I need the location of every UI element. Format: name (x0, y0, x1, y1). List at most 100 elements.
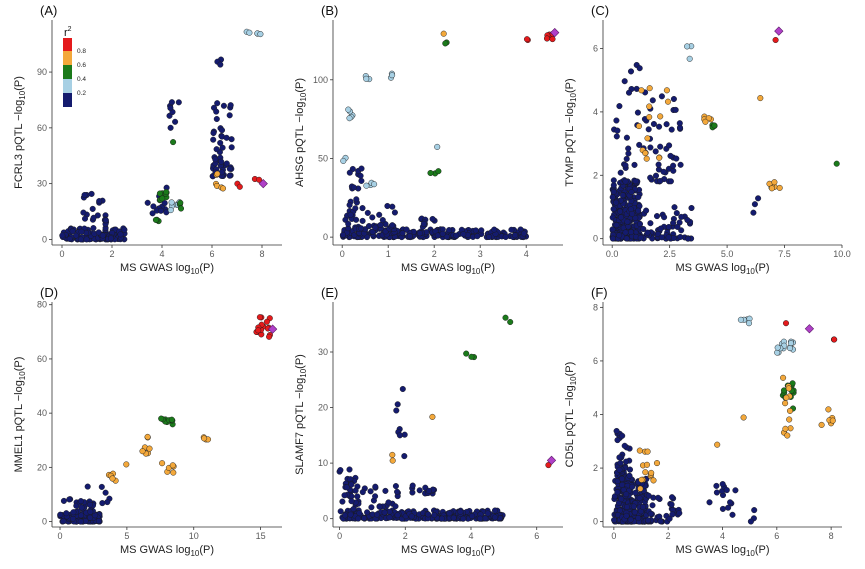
y-tick-label: 0 (42, 517, 47, 527)
data-point (714, 441, 721, 448)
data-point (228, 144, 235, 151)
data-point (618, 475, 626, 482)
data-point (59, 232, 66, 239)
data-point (666, 515, 673, 522)
data-point (236, 183, 243, 190)
legend-label-1: 0.6 (77, 62, 86, 69)
data-point (632, 214, 639, 221)
data-point (161, 200, 168, 207)
data-point (771, 179, 778, 186)
y-axis-title: CD5L pQTL −log10(P) (564, 362, 578, 468)
data-point (616, 232, 623, 239)
data-point (702, 118, 709, 125)
data-point (102, 489, 109, 496)
y-tick-label: 60 (37, 123, 47, 133)
data-point (177, 199, 184, 206)
x-tick-label: 0 (611, 531, 616, 541)
data-point (667, 178, 674, 185)
data-point (627, 516, 634, 523)
data-point (201, 435, 208, 442)
y-axis-title: AHSG pQTL −log10(P) (294, 78, 308, 187)
data-point (337, 508, 344, 515)
data-point (631, 161, 638, 168)
points (609, 36, 840, 242)
data-point (643, 207, 650, 214)
data-point (655, 161, 662, 168)
data-point (218, 127, 226, 134)
data-point (81, 191, 88, 199)
data-point (656, 154, 663, 161)
data-point (386, 508, 393, 515)
data-point (632, 178, 639, 185)
data-point (87, 508, 94, 515)
data-point (619, 481, 626, 488)
y-tick-label: 20 (37, 462, 47, 472)
x-axis-title: MS GWAS log10(P) (675, 544, 769, 558)
panel-label: (F) (591, 285, 608, 300)
data-point (757, 95, 764, 102)
lead-snp-marker (546, 455, 557, 465)
data-point (416, 230, 424, 237)
data-point (363, 75, 370, 82)
data-point (630, 503, 637, 510)
data-point (86, 501, 93, 508)
data-point (670, 234, 677, 242)
data-point (386, 514, 393, 521)
points (339, 30, 556, 241)
panel-label: (A) (40, 3, 57, 18)
data-point (446, 510, 453, 517)
data-point (678, 227, 685, 234)
data-point (747, 518, 754, 525)
data-point (502, 233, 509, 241)
data-point (661, 214, 668, 221)
data-point (647, 220, 654, 227)
data-point (625, 89, 633, 96)
data-point (369, 214, 376, 221)
data-point (399, 230, 406, 237)
lead-snp-marker (268, 324, 278, 334)
y-tick-label: 4 (593, 107, 598, 117)
data-point (635, 123, 643, 130)
data-point (655, 494, 662, 501)
data-point (653, 213, 661, 220)
data-point (457, 508, 464, 515)
data-point (170, 469, 177, 476)
data-point (150, 203, 157, 210)
data-point (210, 129, 217, 137)
y-axis-title: MMEL1 pQTL −log10(P) (13, 357, 27, 473)
data-point (616, 103, 623, 110)
data-point (660, 168, 667, 175)
data-point (614, 489, 621, 496)
data-point (385, 499, 392, 506)
data-point (339, 231, 347, 238)
data-point (673, 210, 680, 217)
data-point (652, 172, 660, 179)
data-point (818, 421, 825, 428)
data-point (90, 214, 97, 221)
x-tick-label: 1 (386, 249, 391, 259)
data-point (646, 103, 653, 110)
data-point (613, 117, 620, 124)
data-point (170, 139, 177, 146)
data-point (117, 231, 124, 238)
y-tick-label: 90 (37, 67, 47, 77)
data-point (627, 229, 635, 236)
data-point (439, 230, 446, 237)
data-point (214, 170, 221, 177)
data-point (648, 469, 655, 476)
data-point (491, 507, 499, 514)
lead-snp-marker (258, 179, 268, 189)
data-point (460, 515, 467, 522)
data-point (213, 115, 220, 123)
data-point (636, 141, 643, 148)
data-point (644, 448, 651, 455)
data-point (502, 314, 509, 321)
x-axis-title: MS GWAS log10(P) (120, 544, 214, 558)
data-point (399, 385, 406, 393)
data-point (408, 513, 415, 520)
data-point (645, 126, 652, 133)
data-point (670, 95, 677, 103)
y-tick-label: 0 (323, 514, 328, 524)
x-tick-label: 0 (337, 531, 342, 541)
data-point (80, 209, 87, 216)
